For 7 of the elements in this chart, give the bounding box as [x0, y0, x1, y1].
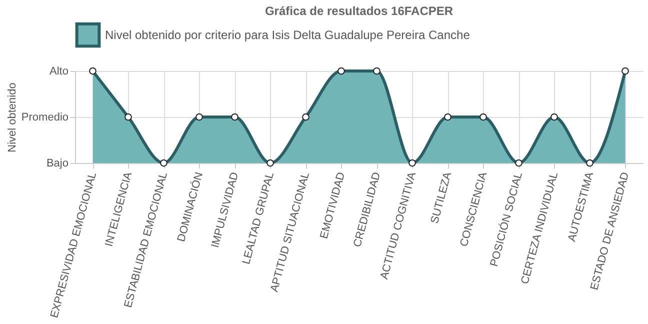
text: Promedio [21, 112, 68, 124]
y-axis-title: Nivel obtenido [6, 82, 18, 152]
x-tick-label: LEALTAD GRUPAL [240, 170, 277, 266]
text: Bajo [46, 158, 68, 170]
legend-label: Nivel obtenido por criterio para Isis Delta Guadalupe Pereira Canche [105, 28, 470, 42]
text: Alto [50, 66, 68, 78]
chart-title: Gráfica de resultados 16FACPER [264, 4, 454, 18]
